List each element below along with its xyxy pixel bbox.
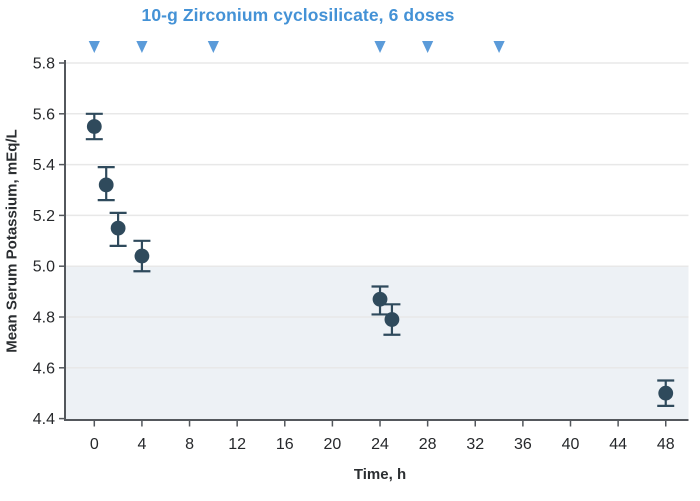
dose-arrow (88, 41, 100, 53)
y-tick-label: 5.0 (33, 259, 55, 276)
y-tick-label: 4.8 (33, 310, 55, 327)
x-tick-label: 44 (609, 436, 627, 453)
x-tick-label: 32 (466, 436, 484, 453)
x-tick-label: 20 (324, 436, 342, 453)
dose-arrow (374, 41, 386, 53)
y-tick-label: 5.8 (33, 56, 55, 73)
dose-arrow (136, 41, 148, 53)
data-point (384, 312, 400, 327)
x-tick-label: 48 (657, 436, 675, 453)
x-tick-label: 0 (90, 436, 99, 453)
dose-arrow (422, 41, 434, 53)
x-tick-label: 40 (562, 436, 580, 453)
y-tick-label: 5.6 (33, 106, 55, 123)
dose-arrow (493, 41, 505, 53)
chart-title: 10-g Zirconium cyclosilicate, 6 doses (141, 5, 455, 25)
x-tick-label: 8 (185, 436, 194, 453)
dose-arrow (207, 41, 219, 53)
y-tick-label: 5.2 (33, 208, 55, 225)
data-point (98, 177, 114, 193)
y-tick-label: 5.4 (33, 157, 55, 174)
data-point (110, 220, 126, 236)
x-tick-label: 16 (276, 436, 294, 453)
data-point (658, 385, 674, 401)
reference-band (66, 266, 689, 420)
x-tick-label: 36 (514, 436, 532, 453)
x-tick-label: 24 (371, 436, 389, 453)
data-point (372, 291, 388, 307)
data-point (86, 119, 102, 134)
y-tick-label: 4.4 (33, 411, 55, 428)
x-tick-label: 4 (137, 436, 146, 453)
x-axis-label: Time, h (353, 466, 407, 483)
data-point (134, 248, 150, 264)
x-tick-label: 12 (228, 436, 246, 453)
x-tick-label: 28 (419, 436, 437, 453)
y-axis-label: Mean Serum Potassium, mEq/L (3, 129, 21, 353)
y-tick-label: 4.6 (33, 360, 55, 377)
